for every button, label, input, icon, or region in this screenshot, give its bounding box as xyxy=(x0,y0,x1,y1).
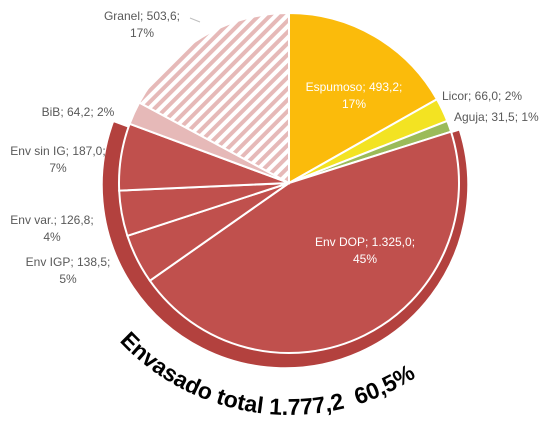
data-label: Env sin IG; 187,0; xyxy=(10,144,105,158)
leader-line xyxy=(189,17,201,23)
data-label: BiB; 64,2; 2% xyxy=(42,105,115,119)
pie-slice xyxy=(148,130,460,354)
data-label: 4% xyxy=(43,230,61,244)
pie-slice xyxy=(288,11,439,185)
data-label: Granel; 503,6; xyxy=(104,9,180,23)
data-label: Env IGP; 138,5; xyxy=(26,255,111,269)
pie-slice xyxy=(137,11,290,185)
data-label: Env var.; 126,8; xyxy=(10,213,93,227)
data-label: Aguja; 31,5; 1% xyxy=(454,110,539,124)
data-label: 7% xyxy=(49,161,67,175)
data-label: Licor; 66,0; 2% xyxy=(442,89,522,103)
data-label: 17% xyxy=(342,97,366,111)
data-label: 45% xyxy=(353,252,377,266)
data-label: Espumoso; 493,2; xyxy=(306,80,403,94)
data-label: 17% xyxy=(130,26,154,40)
data-label: Env DOP; 1.325,0; xyxy=(315,235,415,249)
data-label: 5% xyxy=(59,272,77,286)
